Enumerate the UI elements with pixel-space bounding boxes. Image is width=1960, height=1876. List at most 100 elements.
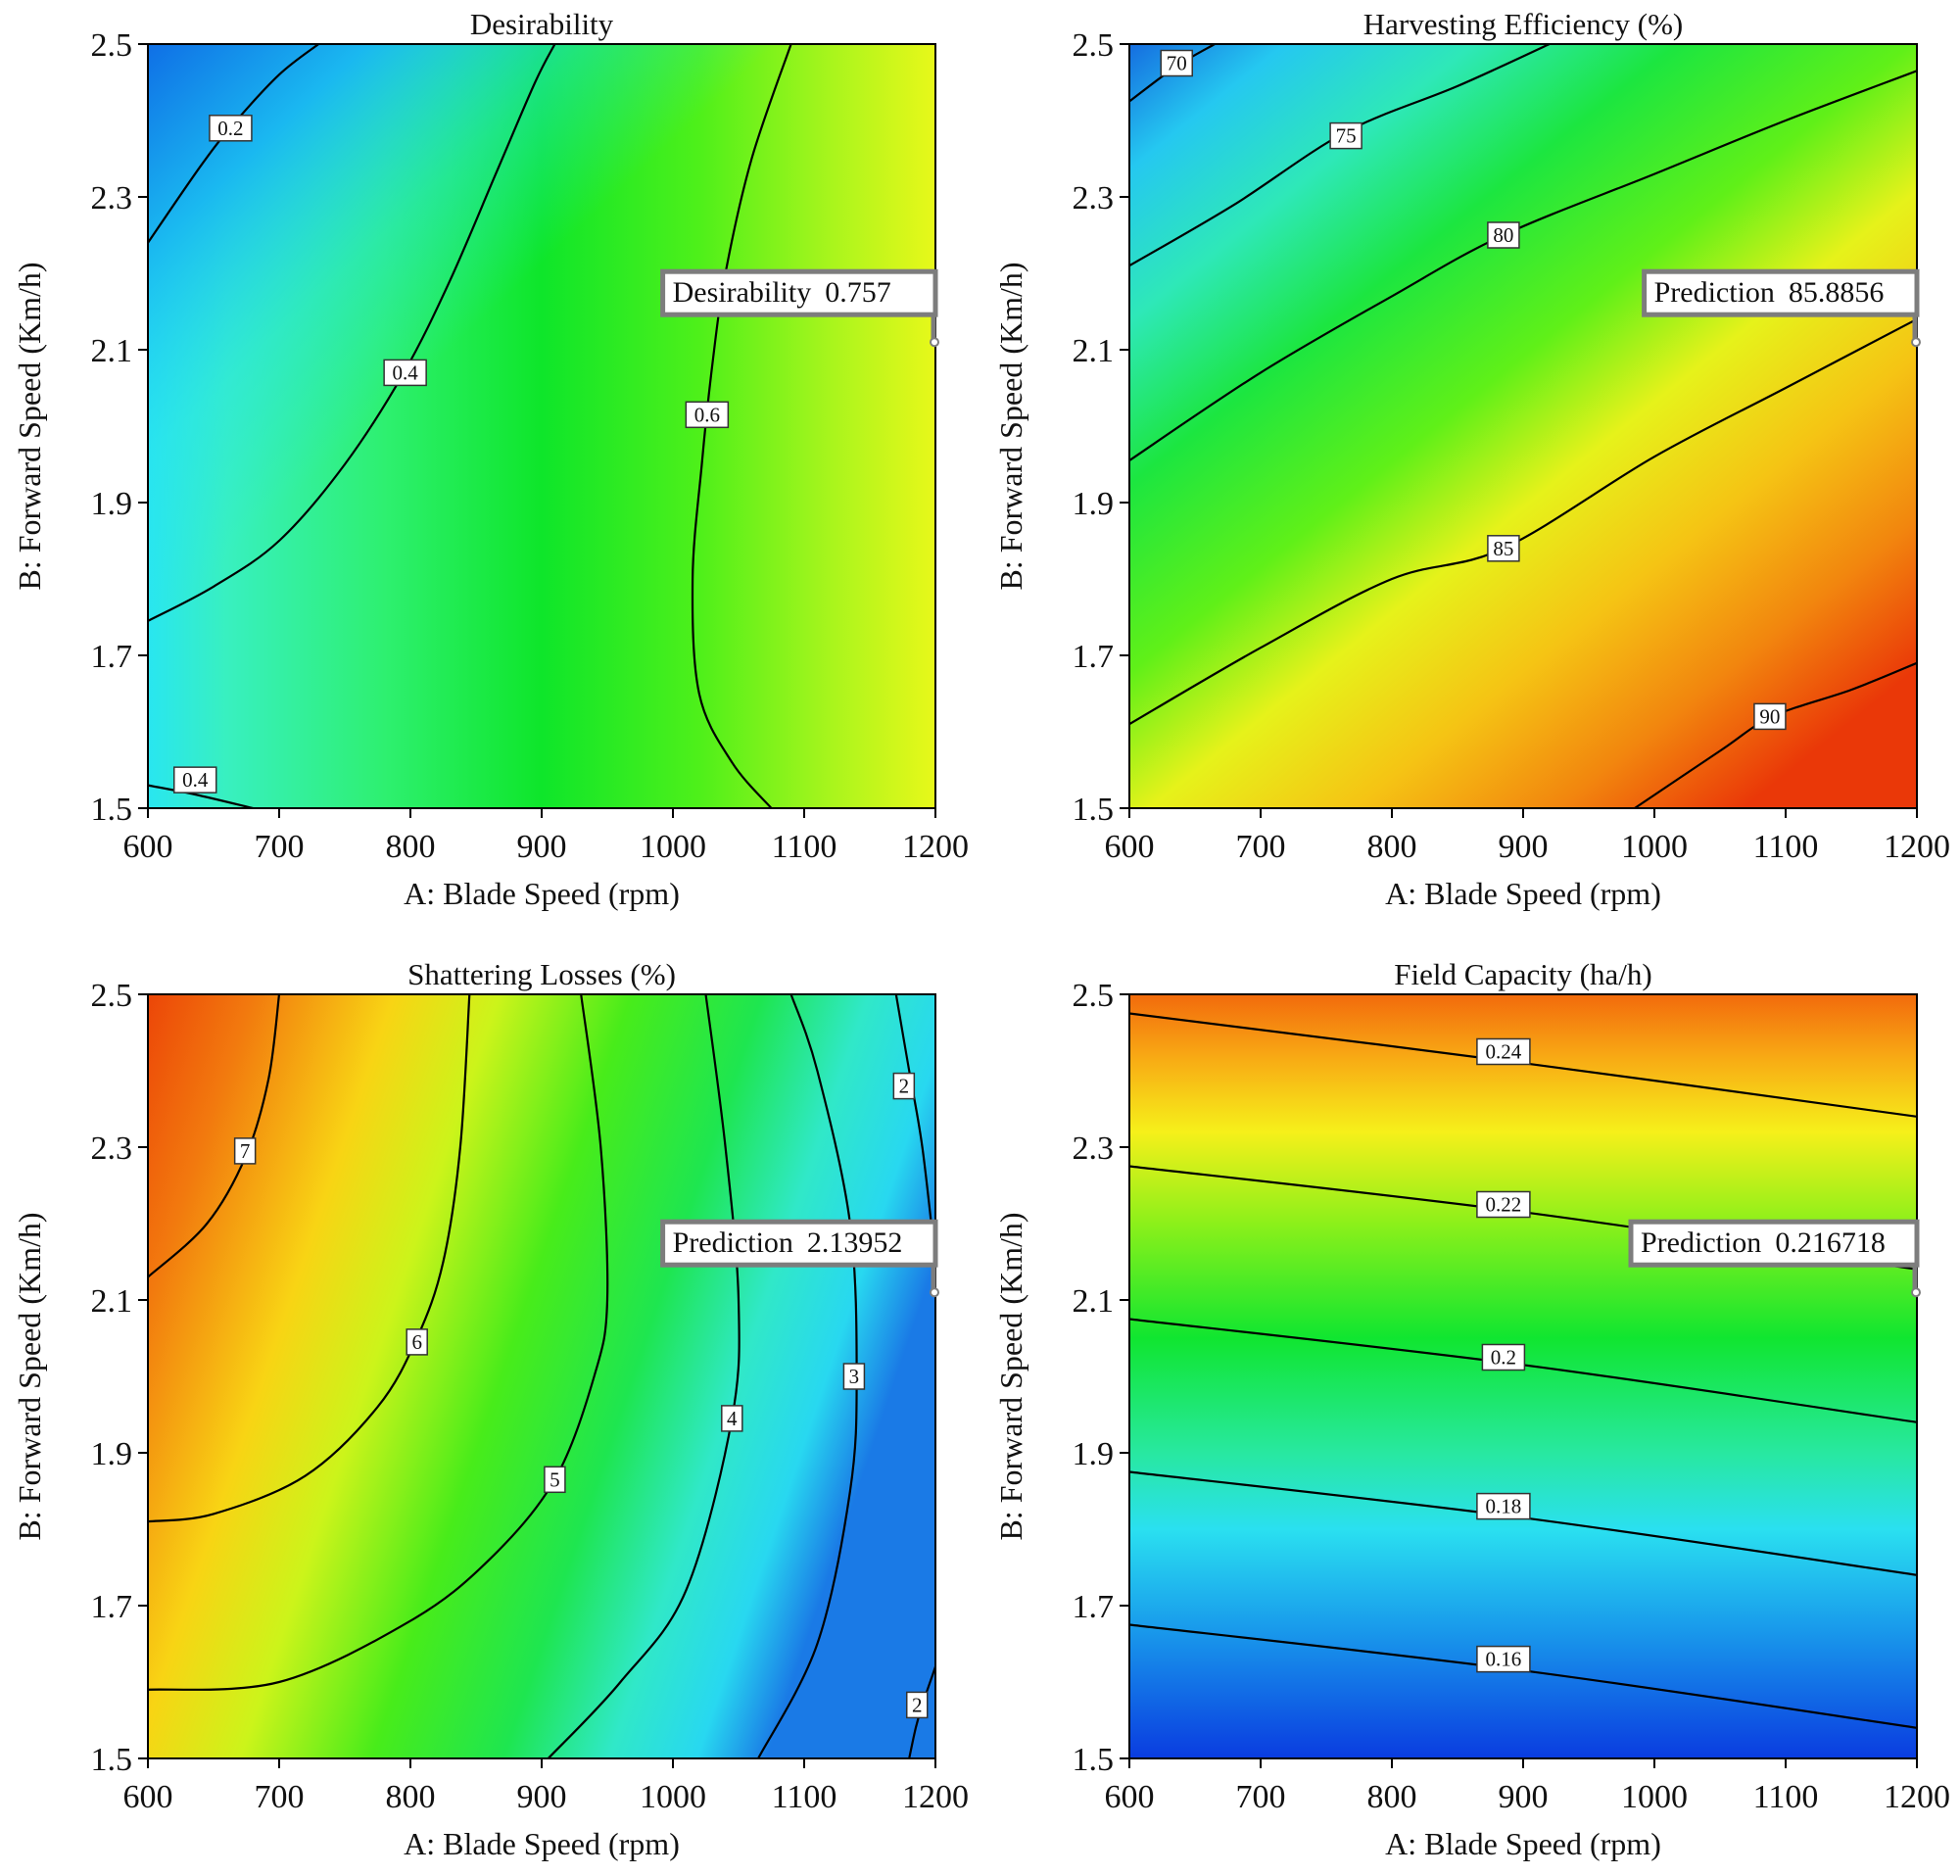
x-tick-label: 700 [1236,829,1286,865]
contour-label-2: 0.4 [383,359,427,387]
contour-label-6: 2 [892,1072,916,1100]
contour-panel-3: 7 6 5 4 3 2 2 Shattering Losses (%) 600 700 800 900… [12,957,969,1861]
prediction-point [1911,337,1921,348]
x-tick-label: 900 [517,829,567,865]
surface-color-field [1129,994,1917,1758]
x-tick-label: 1000 [640,829,706,865]
chart-title: Desirability [470,7,614,41]
contour-label-4: 0.6 [685,401,730,429]
y-axis-label: B: Forward Speed (Km/h) [993,262,1028,590]
chart-title: Harvesting Efficiency (%) [1363,7,1684,41]
x-tick-label: 700 [1236,1779,1286,1815]
x-tick-label: 1200 [1884,829,1950,865]
y-tick-label: 2.3 [91,1130,133,1167]
chart-title: Shattering Losses (%) [407,957,676,991]
prediction-point [930,1287,939,1298]
chart-title: Field Capacity (ha/h) [1394,957,1651,991]
y-tick-label: 1.5 [91,1742,133,1778]
contour-line-6 [894,994,935,1263]
y-tick-label: 2.3 [1073,1130,1115,1167]
prediction-label: Desirability [673,276,812,309]
surface-color-field [148,994,935,1758]
contour-panel-1: 0.2 0.4 0.4 0.6 Desirability 600 700 800 900 1000… [12,7,969,911]
y-axis-label: B: Forward Speed (Km/h) [12,1212,47,1540]
x-tick-label: 1100 [1753,1779,1819,1815]
prediction-flag: Prediction 0.216718 [1628,1219,1921,1298]
y-tick-label: 2.1 [1073,1283,1115,1320]
contour-label-1: 0.24 [1476,1037,1531,1066]
prediction-label: Prediction [1654,276,1775,309]
prediction-box [660,1219,938,1268]
contour-label-text: 3 [849,1365,860,1388]
contour-label-4: 4 [721,1405,743,1432]
surface-color-field [1129,44,1917,808]
prediction-value: 0.757 [825,276,891,309]
y-tick-label: 1.7 [91,1589,133,1625]
prediction-text: Prediction 0.216718 [1641,1227,1886,1259]
contour-label-5: 3 [842,1363,866,1390]
y-axis-label: B: Forward Speed (Km/h) [993,1212,1028,1540]
x-tick-label: 1200 [902,1779,969,1815]
contour-label-4: 0.18 [1476,1492,1531,1520]
contour-line-3 [148,784,254,808]
contour-label-text: 0.4 [393,361,419,384]
contour-label-text: 2 [912,1693,923,1716]
prediction-text: Prediction 85.8856 [1654,276,1885,309]
x-tick-label: 800 [1367,829,1417,865]
contour-label-text: 0.6 [694,403,720,426]
y-tick-label: 2.5 [1073,27,1115,64]
prediction-flag: Prediction 2.13952 [660,1219,939,1298]
contour-label-text: 0.22 [1486,1193,1522,1217]
y-tick-label: 1.5 [91,792,133,828]
surface-color-field [148,44,935,808]
x-tick-label: 1000 [1621,1779,1688,1815]
contour-label-3: 80 [1487,221,1520,249]
y-axis-label: B: Forward Speed (Km/h) [12,262,47,590]
x-tick-label: 800 [386,829,436,865]
prediction-label: Prediction [1641,1227,1761,1259]
x-axis-label: A: Blade Speed (rpm) [404,1826,680,1861]
x-tick-label: 1200 [1884,1779,1950,1815]
y-tick-label: 2.5 [91,978,133,1014]
x-axis-label: A: Blade Speed (rpm) [1385,1826,1661,1861]
contour-label-3: 5 [544,1466,566,1494]
y-tick-label: 2.1 [91,1283,133,1320]
x-tick-label: 1200 [902,829,969,865]
contour-label-text: 0.24 [1486,1040,1522,1064]
prediction-point [930,337,939,348]
x-tick-label: 600 [1105,1779,1155,1815]
contour-label-text: 0.2 [1491,1346,1516,1370]
x-tick-label: 600 [123,829,173,865]
y-tick-label: 2.5 [1073,978,1115,1014]
x-tick-label: 700 [255,1779,305,1815]
contour-line-4 [691,44,792,808]
y-tick-label: 1.7 [1073,639,1115,675]
x-tick-label: 800 [386,1779,436,1815]
contour-label-text: 5 [550,1467,560,1491]
y-tick-label: 1.7 [91,639,133,675]
prediction-value: 2.13952 [807,1227,903,1259]
contour-label-text: 0.16 [1486,1648,1522,1671]
x-tick-label: 1100 [1753,829,1819,865]
y-tick-label: 1.9 [1073,1436,1115,1472]
contour-label-text: 0.4 [182,768,209,792]
x-tick-label: 900 [517,1779,567,1815]
y-tick-label: 2.5 [91,27,133,64]
contour-line-2 [148,994,471,1523]
contour-label-3: 0.2 [1481,1343,1526,1371]
x-axis-label: A: Blade Speed (rpm) [404,876,680,911]
y-tick-label: 1.5 [1073,792,1115,828]
contour-label-3: 0.4 [172,766,217,794]
x-tick-label: 700 [255,829,305,865]
contour-label-text: 2 [899,1075,910,1098]
contour-label-5: 90 [1753,702,1787,731]
prediction-text: Prediction 2.13952 [673,1227,903,1259]
prediction-value: 0.216718 [1775,1227,1886,1259]
contour-label-text: 0.2 [217,117,243,140]
contour-label-1: 70 [1160,49,1193,77]
contour-label-text: 6 [411,1330,422,1354]
contour-panel-2: 70 75 80 85 90 Harvesting Efficiency (%) 600 70… [993,7,1950,911]
prediction-text: Desirability 0.757 [673,276,891,309]
contour-label-text: 85 [1493,537,1513,560]
y-tick-label: 1.9 [91,486,133,522]
